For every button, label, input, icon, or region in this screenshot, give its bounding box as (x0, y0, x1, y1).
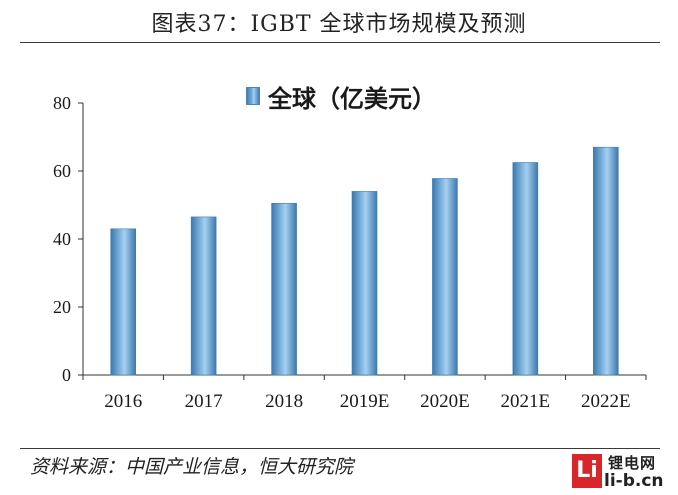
x-tick-label: 2019E (340, 391, 390, 412)
logo-name: 锂电网 (608, 454, 657, 472)
footer-divider (20, 448, 660, 449)
x-tick-label: 2018 (265, 391, 303, 412)
bar-2022E (592, 146, 619, 376)
figure-title: 图表37：IGBT 全球市场规模及预测 (151, 12, 527, 37)
logo-mark: Li (572, 454, 602, 488)
y-tick-label: 60 (53, 161, 71, 181)
y-tick-label: 40 (53, 229, 71, 249)
legend: 全球（亿美元） (246, 82, 436, 113)
y-tick-label: 80 (53, 93, 71, 113)
source-note: 资料来源：中国产业信息，恒大研究院 (30, 456, 354, 478)
legend-swatch (246, 87, 260, 105)
bar-2021E (512, 162, 539, 376)
x-axis: 2016 2017 2018 2019E 2020E 2021E 2022E (82, 374, 647, 412)
bar-2019E (351, 191, 378, 376)
bar-2020E (432, 178, 458, 376)
y-axis: 0 20 40 60 80 (53, 93, 84, 385)
x-tick-label: 2020E (420, 391, 470, 412)
x-tick-label: 2022E (581, 391, 631, 412)
x-tick-label: 2017 (185, 391, 223, 412)
bar-2017 (190, 216, 217, 376)
x-tick-label: 2021E (501, 391, 551, 412)
legend-label: 全球（亿美元） (268, 83, 436, 113)
bar-chart: 0 20 40 60 80 2016 2017 2018 2019E 2020E 2021E 202… (53, 93, 647, 412)
bar-2018 (271, 203, 297, 376)
y-tick-label: 20 (53, 297, 71, 317)
bar-series (110, 146, 619, 376)
y-tick-label: 0 (62, 365, 71, 385)
bar-2016 (110, 228, 137, 376)
title-divider (20, 42, 660, 43)
logo-url: li-b.cn (604, 471, 664, 491)
x-tick-label: 2016 (104, 391, 142, 412)
watermark-logo: Li 锂电网 li-b.cn (572, 452, 672, 492)
